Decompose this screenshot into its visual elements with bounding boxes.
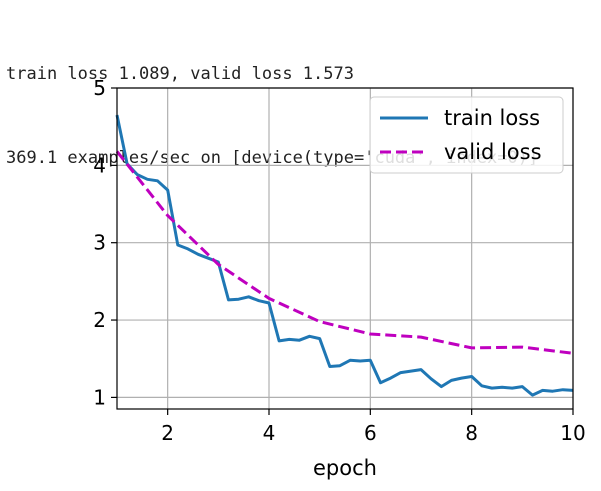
y-tick-label: 5 [93, 76, 106, 100]
plot-series [115, 114, 574, 397]
x-tick-label: 6 [364, 421, 377, 445]
y-tick-label: 1 [93, 385, 106, 409]
legend: train loss valid loss [369, 96, 564, 174]
y-tick-label: 2 [93, 308, 106, 332]
legend-label: train loss [444, 106, 540, 130]
x-tick-label: 2 [161, 421, 174, 445]
y-tick-label: 3 [93, 231, 106, 255]
x-axis-label: epoch [313, 456, 377, 480]
legend-label: valid loss [444, 140, 542, 164]
x-tick-label: 8 [465, 421, 478, 445]
x-tick-label: 10 [560, 421, 585, 445]
axes-frame [116, 87, 574, 410]
valid-loss-line [115, 150, 574, 355]
y-tick-label: 4 [93, 153, 106, 177]
x-tick-label: 4 [263, 421, 276, 445]
console-line-loss: train loss 1.089, valid loss 1.573 [6, 64, 354, 84]
legend-box [369, 96, 564, 174]
train-loss-line [115, 114, 574, 397]
